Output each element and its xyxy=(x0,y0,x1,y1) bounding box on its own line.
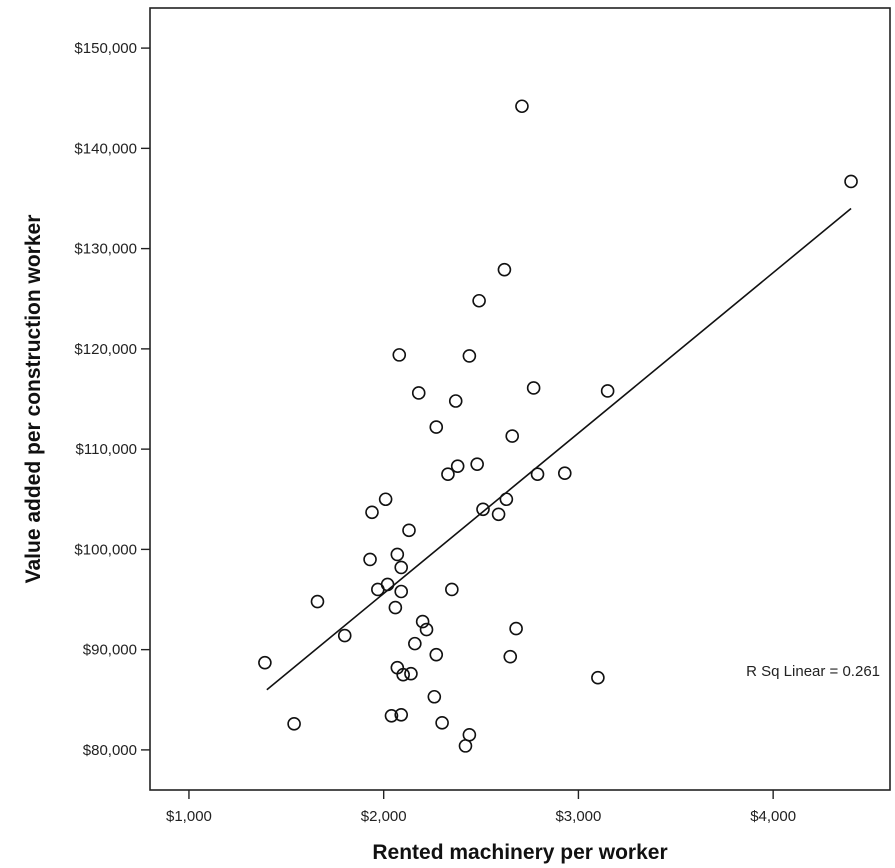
data-point xyxy=(427,689,442,704)
data-point xyxy=(462,349,477,363)
data-point xyxy=(470,457,484,471)
y-axis-title: Value added per construction worker xyxy=(22,215,45,584)
data-point xyxy=(448,394,463,408)
data-point xyxy=(435,716,449,730)
data-point xyxy=(384,709,399,723)
data-points xyxy=(258,99,858,753)
regression-line xyxy=(266,207,852,691)
data-point xyxy=(394,560,409,575)
data-point xyxy=(402,523,416,538)
y-tick-label: $130,000 xyxy=(74,241,137,258)
x-axis-title: Rented machinery per worker xyxy=(372,841,667,864)
data-point xyxy=(388,600,403,615)
y-tick-label: $150,000 xyxy=(74,40,137,57)
data-point xyxy=(378,492,393,507)
data-point xyxy=(458,739,473,753)
data-point xyxy=(404,666,418,681)
data-point xyxy=(415,614,430,629)
data-point xyxy=(396,667,410,682)
x-tick-label: $3,000 xyxy=(555,808,601,825)
data-point xyxy=(530,467,545,481)
data-point xyxy=(394,584,409,599)
x-tick-label: $1,000 xyxy=(166,808,212,825)
data-point xyxy=(419,622,434,637)
data-point xyxy=(450,459,465,473)
data-point xyxy=(429,420,444,434)
y-tick-label: $110,000 xyxy=(76,441,137,458)
data-point xyxy=(411,386,426,400)
x-axis: $1,000 $2,000 $3,000 $4,000 xyxy=(166,790,796,825)
plot-frame xyxy=(149,7,891,791)
data-point xyxy=(472,293,486,308)
data-point xyxy=(509,621,523,636)
data-point xyxy=(476,502,490,517)
data-point xyxy=(392,348,407,362)
data-point xyxy=(505,429,520,443)
y-tick-label: $80,000 xyxy=(83,742,137,759)
data-point xyxy=(515,99,529,114)
data-point xyxy=(591,670,605,685)
data-point xyxy=(557,466,572,480)
data-point xyxy=(390,547,405,562)
data-point xyxy=(497,262,512,277)
data-point xyxy=(462,728,477,742)
data-point xyxy=(371,582,385,597)
data-point xyxy=(287,717,301,731)
data-point xyxy=(394,708,409,722)
data-point xyxy=(363,552,377,567)
y-axis: $80,000 $90,000 $100,000 $110,000 $120,000 $1… xyxy=(74,40,150,759)
data-point xyxy=(600,384,615,398)
data-point xyxy=(445,582,459,597)
data-point xyxy=(503,649,518,664)
data-point xyxy=(844,174,858,189)
data-point xyxy=(441,467,455,481)
data-point xyxy=(408,636,422,651)
y-tick-label: $90,000 xyxy=(83,642,137,659)
x-tick-label: $2,000 xyxy=(361,808,407,825)
data-point xyxy=(310,594,325,609)
data-point xyxy=(258,655,272,670)
data-point xyxy=(365,505,379,520)
data-point xyxy=(337,628,352,643)
y-tick-label: $120,000 xyxy=(74,341,137,358)
data-point xyxy=(526,381,541,395)
y-tick-label: $140,000 xyxy=(74,140,137,157)
r-squared-annotation: R Sq Linear = 0.261 xyxy=(746,663,880,680)
data-point xyxy=(491,507,506,522)
data-point xyxy=(429,647,444,662)
x-tick-label: $4,000 xyxy=(750,808,796,825)
y-tick-label: $100,000 xyxy=(74,541,137,558)
